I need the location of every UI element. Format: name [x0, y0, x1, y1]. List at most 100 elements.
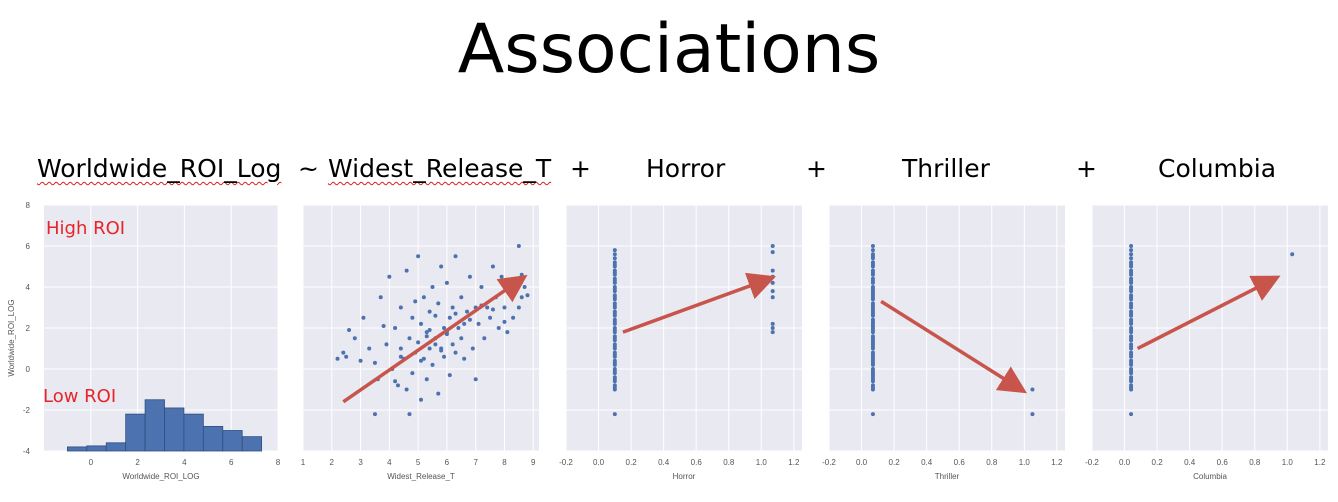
panel-2-data-point	[395, 383, 400, 388]
panel-2-data-point	[341, 350, 346, 355]
panel-2-data-point	[519, 272, 524, 277]
panel-3-x-tick-label: 0.8	[723, 458, 735, 467]
panel-5-x-tick-label: 1.0	[1282, 458, 1294, 467]
panel-2-x-tick-label: 8	[502, 458, 507, 467]
panel-4-data-point	[870, 287, 875, 292]
panel-2-data-point	[447, 373, 452, 378]
panel-4-data-point	[870, 244, 875, 248]
panel-1-x-tick-label: 2	[135, 458, 140, 467]
panel-2-data-point	[496, 326, 501, 330]
histogram-bar	[202, 425, 224, 452]
panel-2-data-point	[511, 315, 516, 320]
panel-2-data-point	[387, 274, 392, 279]
panel-4-trend-arrow	[880, 299, 1027, 394]
panel-2-data-point	[384, 342, 389, 347]
panel-2-x-tick-label: 9	[531, 458, 536, 467]
panel-4-x-tick-label: 0.4	[921, 458, 933, 467]
panel-2-x-tick-label: 4	[387, 458, 392, 467]
panel-3-x-tick-label: 0.0	[593, 458, 605, 467]
panel-4-data-point	[870, 369, 875, 374]
panel-3-data-point	[612, 270, 617, 275]
formula-response: Worldwide_ROI_Log	[37, 154, 282, 183]
panel-4-x-tick-label: -0.2	[822, 458, 836, 467]
panel-2-data-point	[427, 328, 432, 333]
formula-tilde: ~	[298, 154, 319, 183]
formula-term-horror: Horror	[646, 154, 726, 183]
panel-2-data-point	[419, 358, 423, 363]
panel-2-data-point	[459, 295, 464, 300]
panel-4-data-point	[870, 248, 875, 253]
formula-plus-3: +	[1076, 154, 1097, 183]
panel-2-data-point	[444, 280, 449, 285]
panel-2-data-point	[427, 346, 432, 351]
panel-2-data-point	[462, 321, 467, 326]
high-roi-annotation: High ROI	[46, 218, 125, 239]
panel-3-data-point	[612, 344, 617, 349]
panel-2-data-point	[372, 360, 377, 365]
y-tick-label: 2	[26, 324, 31, 333]
panel-5-x-tick-label: 0.6	[1217, 458, 1229, 467]
formula-term-widest-release: Widest_Release_T	[328, 154, 552, 183]
panel-5-data-point	[1129, 319, 1134, 324]
panel-5-data-point	[1129, 295, 1134, 300]
histogram-bar	[67, 446, 88, 452]
panel-5-data-point	[1129, 336, 1134, 341]
panel-3-data-point	[612, 377, 617, 382]
formula-term-thriller: Thriller	[902, 154, 990, 183]
panel-2-data-point	[479, 285, 484, 289]
panel-2-data-point	[407, 412, 412, 417]
panel-3-data-point	[612, 328, 617, 333]
panel-3-data-point	[612, 278, 617, 283]
panel-4-data-point	[1030, 387, 1035, 392]
panel-5-data-point	[1129, 278, 1134, 283]
y-tick-label: 4	[26, 283, 31, 292]
panel-2-data-point	[453, 254, 458, 259]
panel-2-data-point	[421, 356, 426, 361]
panel-4-data-point	[870, 377, 875, 382]
panel-5-x-tick-label: -0.2	[1085, 458, 1099, 467]
panel-2-data-point	[502, 305, 507, 310]
panel-5-data-point	[1129, 262, 1134, 267]
formula-term-columbia: Columbia	[1158, 154, 1277, 183]
panel-5-data-point	[1129, 385, 1134, 390]
panel-2-data-point	[433, 313, 438, 318]
panel-5-data-point	[1129, 377, 1134, 382]
panel-5-data-point	[1129, 328, 1134, 333]
panel-4-data-point	[870, 356, 875, 361]
panel-4-data-point	[870, 412, 875, 417]
panel-3-x-tick-label: 0.2	[626, 458, 638, 467]
panel-2-data-point	[398, 346, 403, 351]
panel-2-data-point	[413, 299, 418, 304]
panel-1-x-tick-label: 4	[182, 458, 187, 467]
panel-4-data-point	[870, 319, 875, 324]
panel-2-data-point	[436, 391, 441, 396]
panel-2-data-point	[482, 336, 487, 341]
formula-plus-1: +	[570, 154, 591, 183]
pairplot-panels: 0 2 4 6 8 Worldwide_ROI_LOG -4 -2 0 2 4 6 8 Worldwide…	[7, 201, 1328, 481]
panel-5-x-tick-label: 0.8	[1249, 458, 1261, 467]
panel-2-data-point	[424, 377, 429, 382]
panel-4-data-point	[870, 340, 875, 345]
panel-2-x-tick-label: 2	[330, 458, 335, 467]
panel-1-x-tick-label: 0	[89, 458, 94, 467]
panel-2-data-point	[433, 342, 438, 347]
panel-2-x-tick-label: 7	[473, 458, 478, 467]
panel-2-data-point	[522, 285, 527, 289]
panel-4-data-point	[870, 373, 875, 378]
panel-4-data-point	[870, 307, 875, 312]
panel-5-x-tick-label: 1.2	[1314, 458, 1326, 467]
panel-3-data-point	[770, 326, 775, 330]
panel-2-data-point	[439, 348, 444, 353]
panel-2-data-point	[505, 330, 510, 335]
panel-5-data-point	[1129, 256, 1134, 261]
panel-2-data-point	[378, 295, 383, 300]
panel-5-data-point	[1129, 244, 1134, 248]
panel-3-x-tick-label: 0.4	[658, 458, 670, 467]
panel-2-data-point	[424, 330, 429, 335]
panel-5-x-tick-label: 0.2	[1152, 458, 1164, 467]
panel-2-data-point	[516, 244, 521, 248]
panel-2-data-point	[499, 274, 504, 279]
histogram-bar	[86, 445, 107, 452]
panel-2-data-point	[442, 354, 447, 359]
panel-2-data-point	[525, 293, 530, 298]
